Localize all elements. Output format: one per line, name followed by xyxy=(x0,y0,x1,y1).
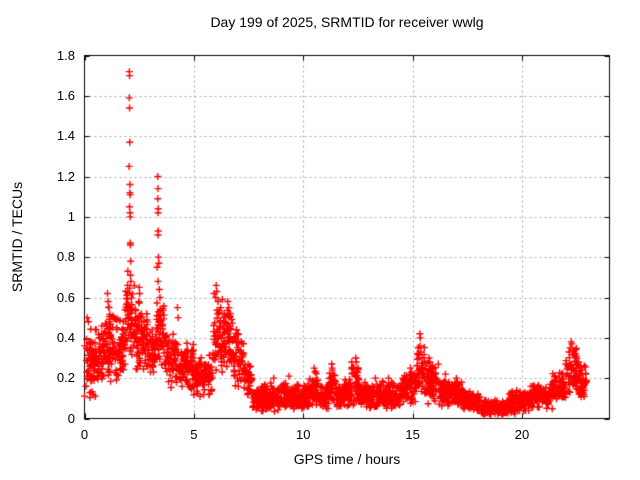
y-tick-label: 1 xyxy=(67,208,75,224)
y-axis-title: SRMTID / TECUs xyxy=(9,181,25,293)
y-tick-label: 1.6 xyxy=(56,87,75,103)
x-tick-label: 20 xyxy=(514,427,530,442)
x-tick-label: 10 xyxy=(296,427,311,442)
y-tick-label: 0.4 xyxy=(56,329,75,345)
x-tick-label: 15 xyxy=(405,427,420,442)
x-axis-title: GPS time / hours xyxy=(293,451,401,467)
y-tick-label: 0.8 xyxy=(56,249,75,265)
x-tick-label: 0 xyxy=(80,427,89,442)
y-tick-label: 1.4 xyxy=(56,128,75,144)
y-tick-label: 0.2 xyxy=(56,370,75,386)
y-tick-label: 0 xyxy=(67,410,75,426)
y-tick-label: 1.2 xyxy=(56,168,75,184)
y-tick-label: 0.6 xyxy=(56,289,75,305)
y-tick-label: 1.8 xyxy=(56,47,75,63)
x-tick-label: 5 xyxy=(190,427,198,442)
chart-title: Day 199 of 2025, SRMTID for receiver wwl… xyxy=(210,14,484,30)
